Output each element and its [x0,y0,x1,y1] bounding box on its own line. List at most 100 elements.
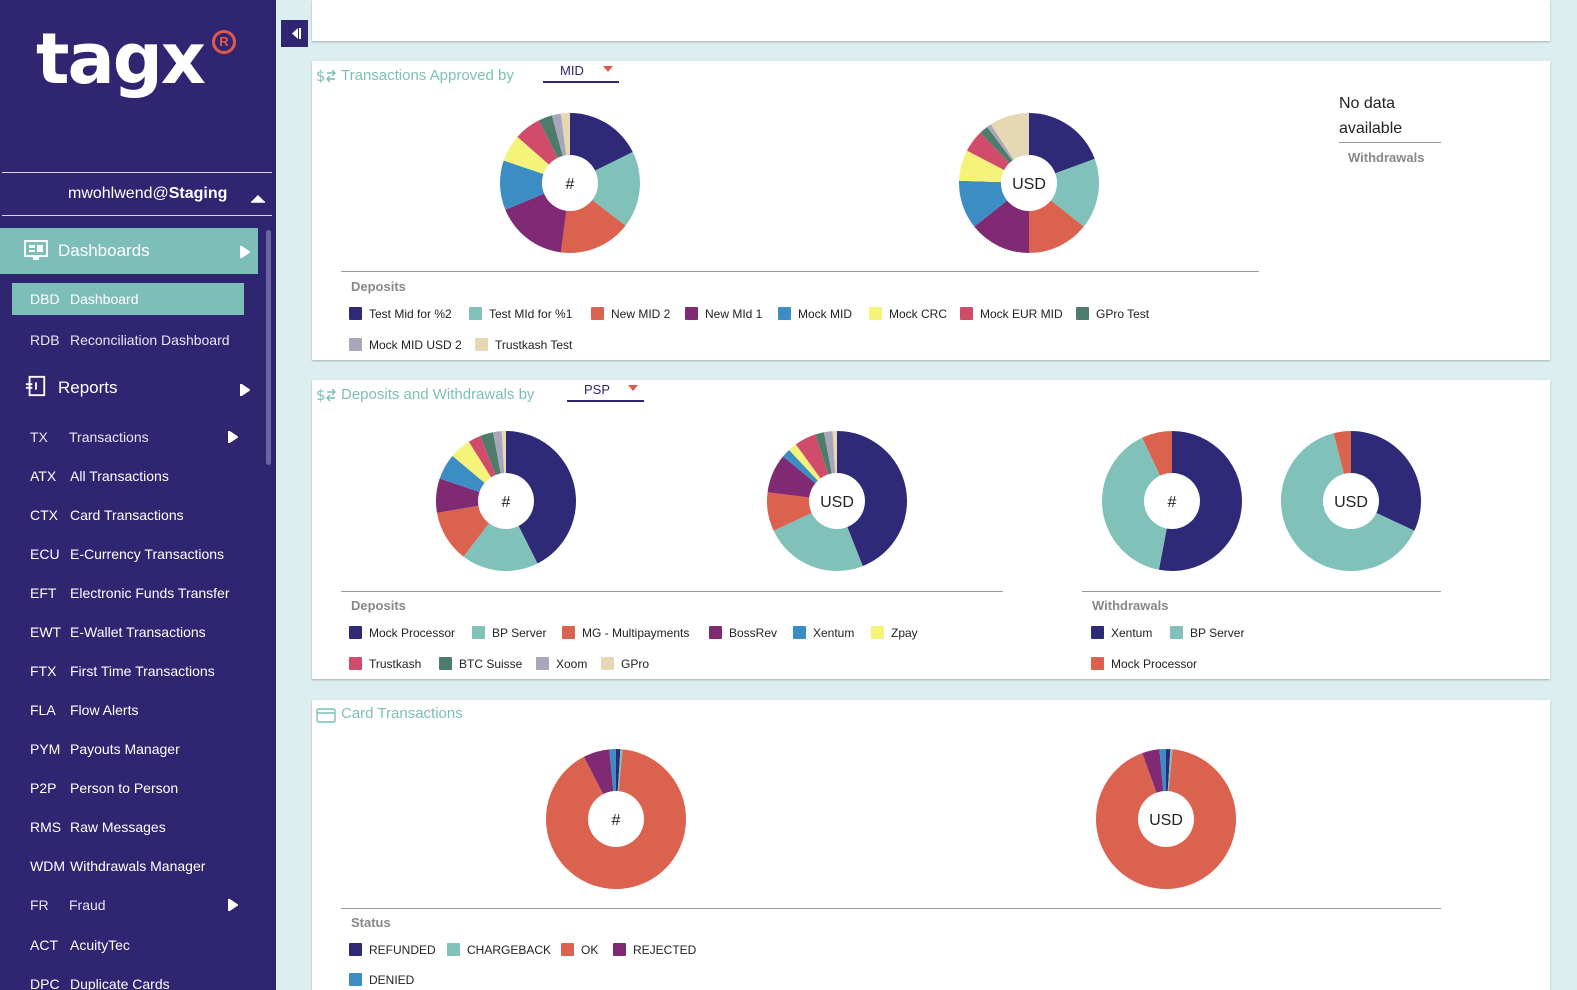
user-menu[interactable]: mwohlwend@Staging [68,185,227,203]
pie-slice-mock-mid[interactable] [500,160,570,210]
legend-item-bossrev[interactable]: BossRev [709,626,777,640]
sidebar-scrollbar[interactable] [266,230,271,465]
nav-label: Duplicate Cards [70,976,170,990]
nav-label: Payouts Manager [70,741,180,757]
collapse-sidebar-button[interactable] [281,20,308,47]
nav-item-dashboard-active[interactable] [12,283,244,315]
legend-label: Mock EUR MID [980,307,1063,321]
legend-swatch [349,626,362,639]
group-by-dropdown[interactable]: PSP [567,380,644,402]
nav-item-flow-alerts[interactable]: FLA Flow Alerts [0,696,258,726]
nav-item-payouts-manager[interactable]: PYM Payouts Manager [0,735,258,765]
nav-reports[interactable]: Reports [0,368,258,408]
nav-label: Flow Alerts [70,702,139,718]
pie-center-label: USD [1149,812,1183,829]
environment-name: Staging [168,185,228,202]
nav-item-electronic-funds-transfer[interactable]: EFT Electronic Funds Transfer [0,579,258,609]
pie-approved-amount: USD [959,113,1099,253]
legend-item-zpay[interactable]: Zpay [871,626,918,640]
nav-item-reconciliation-dashboard[interactable]: RDB Reconciliation Dashboard [0,326,258,356]
legend-item-btc-suisse[interactable]: BTC Suisse [439,657,522,671]
nav-item-raw-messages[interactable]: RMS Raw Messages [0,813,258,843]
legend-item-new-mid-2[interactable]: New MID 2 [591,307,670,321]
pie-slice-mock-processor[interactable] [837,431,907,567]
nav-item-duplicate-cards[interactable]: DPC Duplicate Cards [0,970,258,990]
legend-swatch [1170,626,1183,639]
tagx-logo[interactable]: tagx [36,18,206,100]
legend-item-test-mid-for-2[interactable]: Test Mid for %2 [349,307,452,321]
legend-item-gpro[interactable]: GPro [601,657,649,671]
pie-slice-bossrev[interactable] [436,478,506,513]
legend-item-bp-server[interactable]: BP Server [472,626,546,640]
pie-center-label: # [612,812,621,829]
collapse-arrow-icon [292,28,301,39]
nav-item-withdrawals-manager[interactable]: WDM Withdrawals Manager [0,852,258,882]
legend-item-chargeback[interactable]: CHARGEBACK [447,943,551,957]
legend-item-mock-eur-mid[interactable]: Mock EUR MID [960,307,1063,321]
nav-dashboards[interactable]: Dashboards [0,228,258,274]
pie-slice-xentum[interactable] [1158,431,1242,571]
legend-item-xentum[interactable]: Xentum [1091,626,1152,640]
panel-title: Card Transactions [341,705,463,722]
legend-label: Mock CRC [889,307,948,321]
pie-psp-withdrawal-amount: USD [1281,431,1421,571]
legend-title-deposits: Deposits [351,279,406,294]
pie-slice-bp-server[interactable] [463,501,538,571]
nav-code: FLA [30,702,56,718]
legend-item-new-mid-1[interactable]: New MId 1 [685,307,762,321]
legend-label: Mock Processor [369,626,456,640]
legend-label: REJECTED [633,943,697,957]
pie-slice-test-mid-for-1[interactable] [1029,158,1099,227]
divider [341,271,1259,272]
legend-item-mg-multipayments[interactable]: MG - Multipayments [562,626,689,640]
pie-center-hole [809,473,865,529]
dropdown-caret-icon [628,385,638,391]
nav-item-fraud[interactable]: FR Fraud [0,891,258,921]
legend-label: Trustkash Test [495,338,573,352]
legend-swatch [562,626,575,639]
divider [341,908,1441,909]
legend-item-trustkash-test[interactable]: Trustkash Test [475,338,572,352]
legend-item-xoom[interactable]: Xoom [536,657,587,671]
username: mwohlwend [68,185,153,202]
legend-item-trustkash[interactable]: Trustkash [349,657,421,671]
nav-code: DPC [30,976,60,990]
legend-label: Mock Processor [1111,657,1198,671]
legend-item-mock-processor[interactable]: Mock Processor [349,626,455,640]
legend-item-test-mid-for-1[interactable]: Test MId for %1 [469,307,572,321]
pie-slice-test-mid-for-1[interactable] [570,152,640,226]
money-exchange-icon: $ [316,67,336,85]
legend-item-xentum[interactable]: Xentum [793,626,854,640]
group-by-dropdown[interactable]: MID [543,61,619,83]
legend-item-denied[interactable]: DENIED [349,973,414,987]
legend-item-mock-crc[interactable]: Mock CRC [869,307,947,321]
legend-item-mock-mid-usd-2[interactable]: Mock MID USD 2 [349,338,462,352]
pie-approved-count: # [500,113,640,253]
dropdown-value: PSP [584,382,611,397]
divider [2,172,272,173]
legend-label: BossRev [729,626,778,640]
nav-item-e-currency-transactions[interactable]: ECU E-Currency Transactions [0,540,258,570]
legend-item-mock-mid[interactable]: Mock MID [778,307,852,321]
nav-item-card-transactions[interactable]: CTX Card Transactions [0,501,258,531]
nav-item-e-wallet-transactions[interactable]: EWT E-Wallet Transactions [0,618,258,648]
legend-item-gpro-test[interactable]: GPro Test [1076,307,1149,321]
panel-title: Deposits and Withdrawals by [341,386,535,403]
nav-item-all-transactions[interactable]: ATX All Transactions [0,462,258,492]
legend-item-bp-server[interactable]: BP Server [1170,626,1244,640]
nav-item-dashboard[interactable]: DBD Dashboard [0,285,258,315]
nav-item-acuitytec[interactable]: ACT AcuityTec [0,931,258,961]
pie-slice-mock-processor[interactable] [506,431,576,564]
legend-item-ok[interactable]: OK [561,943,598,957]
nav-item-transactions[interactable]: TX Transactions [0,423,258,453]
pie-card-count: # [546,749,686,889]
legend-item-refunded[interactable]: REFUNDED [349,943,436,957]
nav-item-person-to-person[interactable]: P2P Person to Person [0,774,258,804]
pie-psp-deposit-count: # [436,431,576,571]
nav-item-first-time-transactions[interactable]: FTX First Time Transactions [0,657,258,687]
user-menu-caret-icon[interactable] [251,193,265,203]
pie-slice-bp-server[interactable] [1102,437,1172,570]
legend-item-rejected[interactable]: REJECTED [613,943,696,957]
legend-item-mock-processor[interactable]: Mock Processor [1091,657,1197,671]
nav-label: Withdrawals Manager [70,858,206,874]
